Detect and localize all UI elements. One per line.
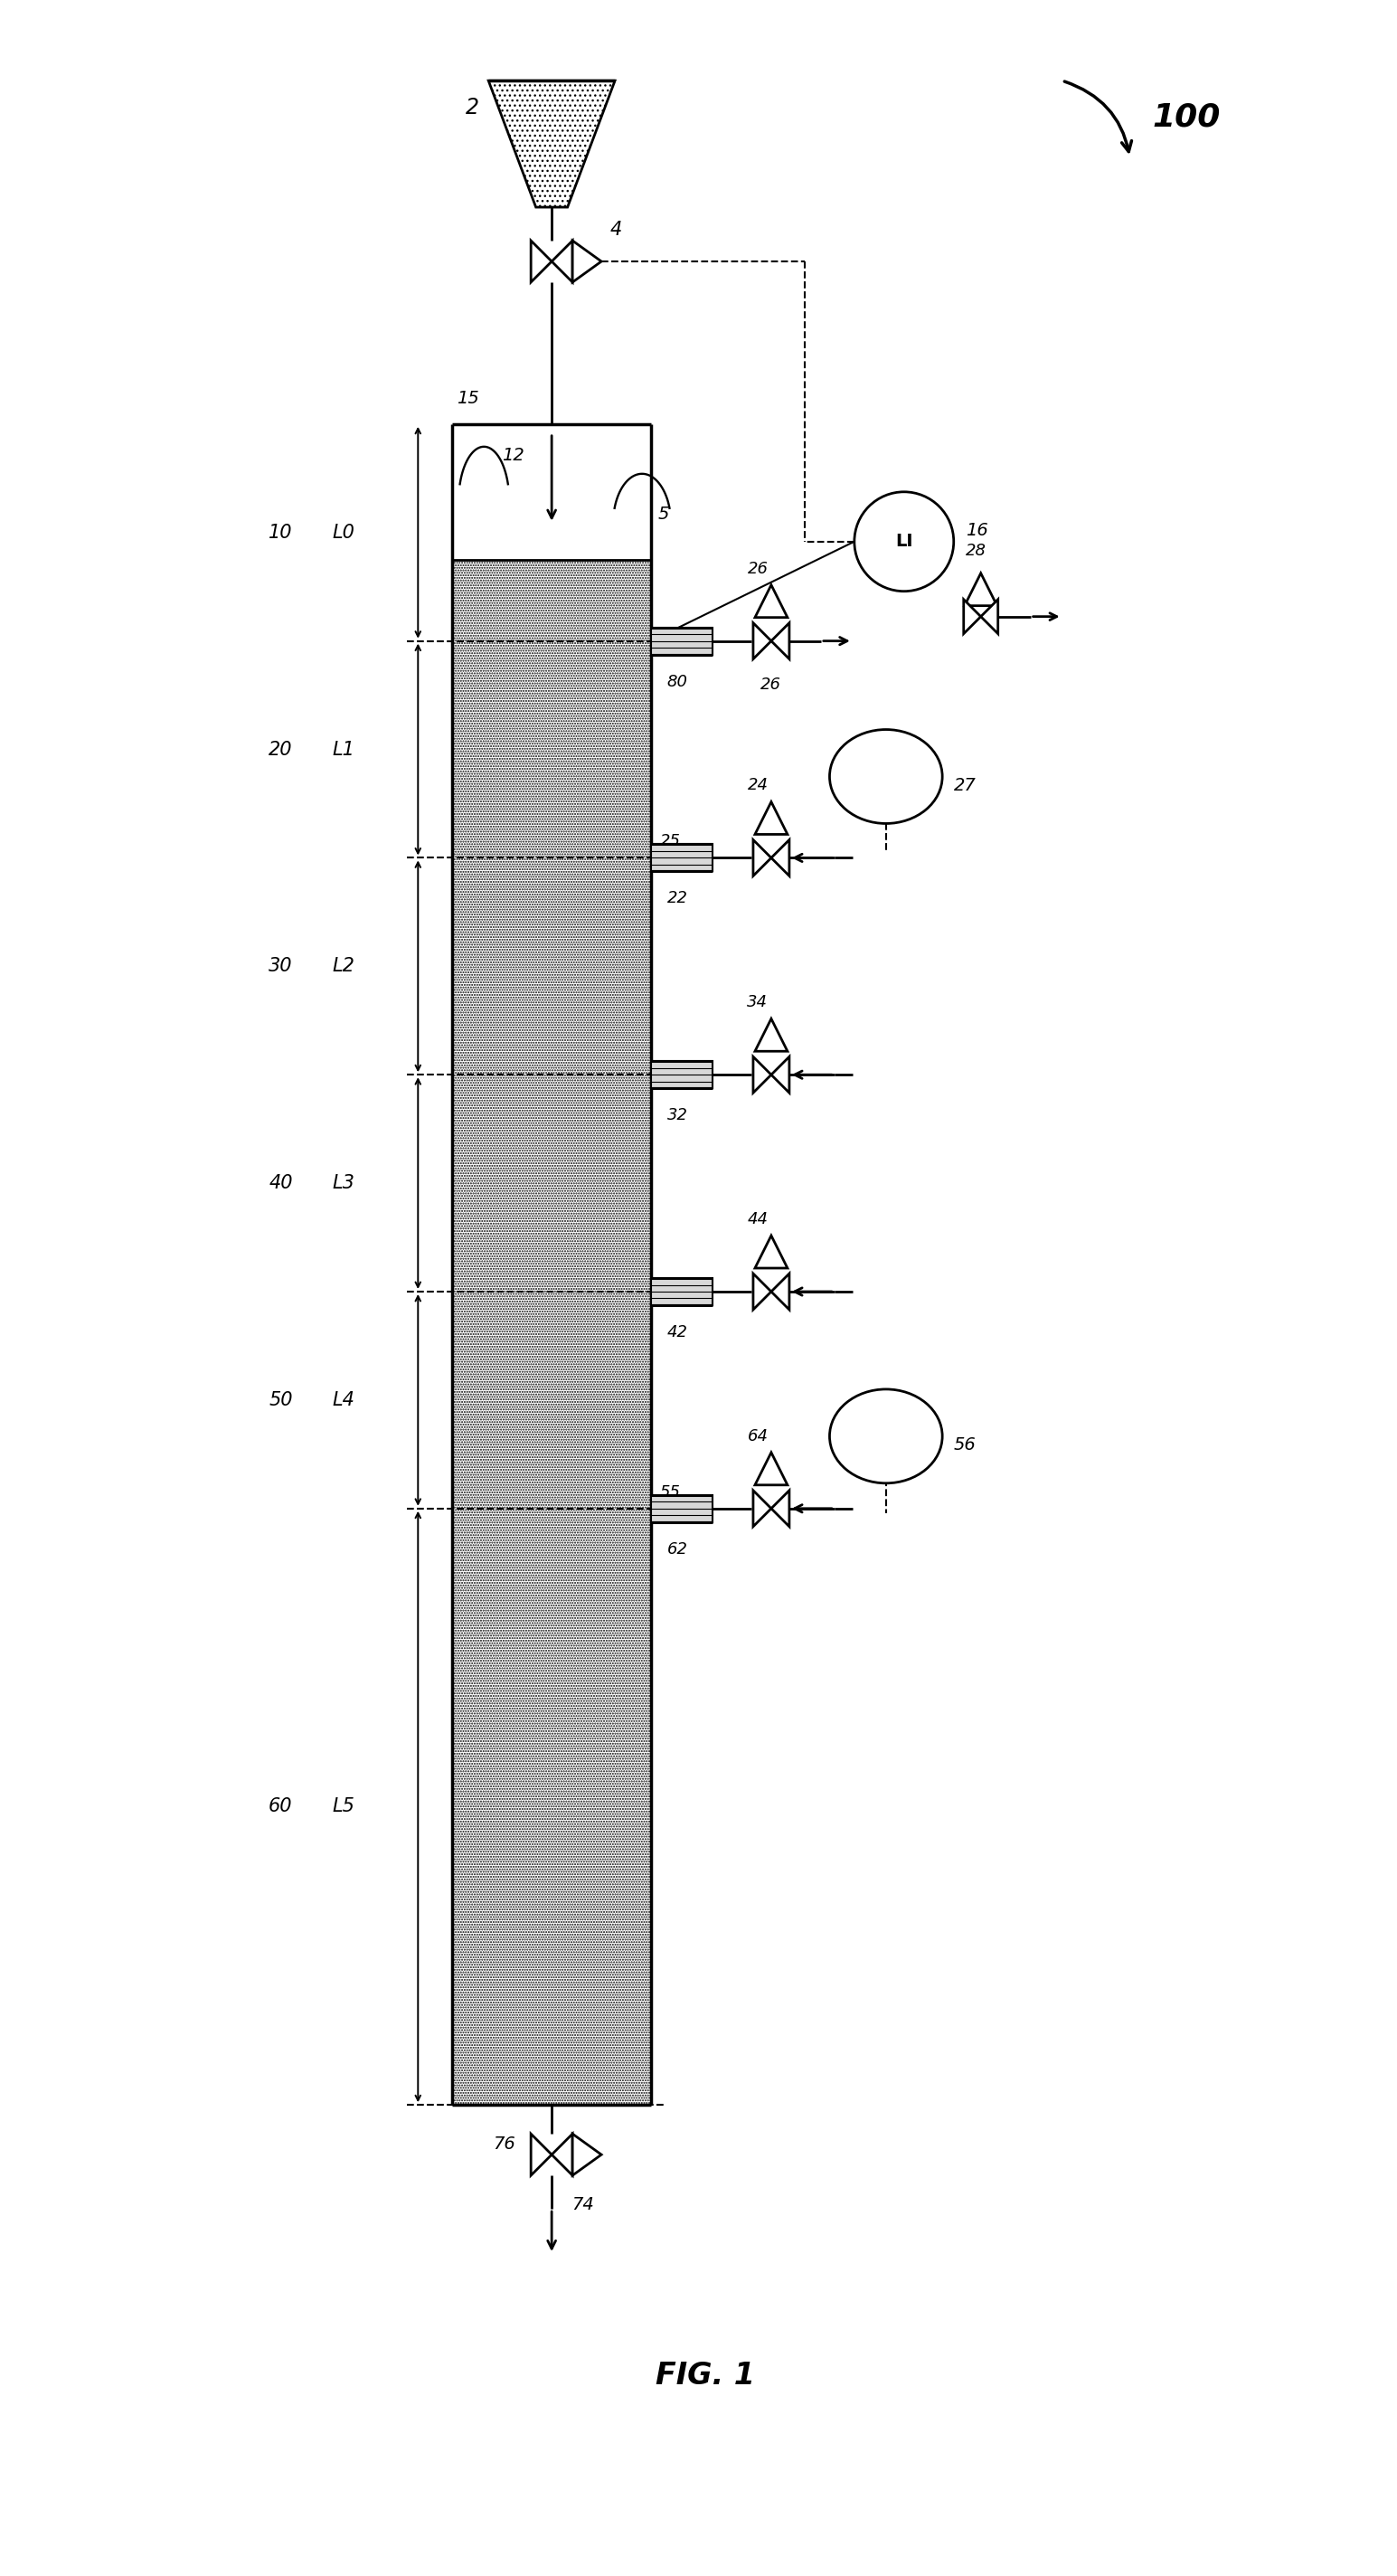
Text: L5: L5	[332, 1798, 355, 1816]
Text: FIG. 1: FIG. 1	[655, 2362, 754, 2391]
Text: 12: 12	[502, 448, 524, 464]
Bar	[651, 1061, 712, 1087]
Polygon shape	[964, 574, 997, 605]
Text: 4: 4	[610, 222, 623, 240]
Text: L2: L2	[332, 958, 355, 976]
Text: 20: 20	[268, 739, 292, 757]
Text: 56: 56	[954, 1437, 977, 1453]
Text: L1: L1	[332, 739, 355, 757]
Text: 30: 30	[268, 958, 292, 976]
Text: 15: 15	[457, 389, 479, 407]
Polygon shape	[771, 1056, 789, 1092]
Text: L4: L4	[332, 1391, 355, 1409]
Text: 40: 40	[268, 1175, 292, 1193]
Polygon shape	[753, 1056, 771, 1092]
Polygon shape	[754, 1018, 788, 1051]
Polygon shape	[552, 240, 573, 283]
Text: L3: L3	[332, 1175, 355, 1193]
Polygon shape	[981, 600, 997, 634]
Text: 44: 44	[747, 1211, 768, 1226]
Polygon shape	[771, 840, 789, 876]
Text: 28: 28	[965, 544, 986, 559]
Polygon shape	[753, 1273, 771, 1309]
Polygon shape	[753, 840, 771, 876]
Polygon shape	[552, 2133, 573, 2174]
Text: 42: 42	[666, 1324, 687, 1340]
Text: 34: 34	[747, 994, 768, 1010]
Polygon shape	[531, 240, 552, 283]
Bar	[453, 425, 651, 559]
Bar	[651, 1494, 712, 1522]
Polygon shape	[573, 2133, 601, 2174]
Bar	[651, 845, 712, 871]
Bar	[651, 629, 712, 654]
Text: 2: 2	[465, 98, 479, 118]
Text: 26: 26	[760, 677, 781, 693]
Ellipse shape	[830, 1388, 943, 1484]
Polygon shape	[754, 585, 788, 618]
Ellipse shape	[830, 729, 943, 824]
Text: 26: 26	[747, 562, 768, 577]
Polygon shape	[754, 801, 788, 835]
Text: 16: 16	[965, 523, 988, 538]
Text: 25: 25	[661, 835, 680, 850]
Bar	[453, 425, 651, 2105]
Text: 100: 100	[1153, 100, 1221, 131]
Polygon shape	[964, 600, 981, 634]
Text: 50: 50	[268, 1391, 292, 1409]
Text: 10: 10	[268, 523, 292, 541]
Polygon shape	[771, 623, 789, 659]
Text: 55: 55	[661, 1484, 680, 1499]
Text: 80: 80	[666, 672, 687, 690]
Bar	[651, 1278, 712, 1306]
Text: 22: 22	[666, 891, 687, 907]
Text: LI: LI	[895, 533, 912, 551]
Text: 60: 60	[268, 1798, 292, 1816]
Polygon shape	[531, 2133, 552, 2174]
Text: L0: L0	[332, 523, 355, 541]
Text: 74: 74	[571, 2195, 594, 2213]
Text: 24: 24	[747, 778, 768, 793]
Polygon shape	[573, 240, 601, 283]
Text: 76: 76	[493, 2136, 515, 2154]
Circle shape	[855, 492, 954, 592]
Text: 27: 27	[954, 778, 977, 793]
Polygon shape	[753, 1492, 771, 1528]
Polygon shape	[754, 1236, 788, 1267]
Text: 62: 62	[666, 1540, 687, 1558]
Polygon shape	[489, 80, 615, 206]
Polygon shape	[771, 1492, 789, 1528]
Polygon shape	[771, 1273, 789, 1309]
Text: 64: 64	[747, 1427, 768, 1445]
Polygon shape	[754, 1453, 788, 1484]
Text: 32: 32	[666, 1108, 687, 1123]
Text: 5: 5	[658, 505, 669, 523]
Polygon shape	[753, 623, 771, 659]
